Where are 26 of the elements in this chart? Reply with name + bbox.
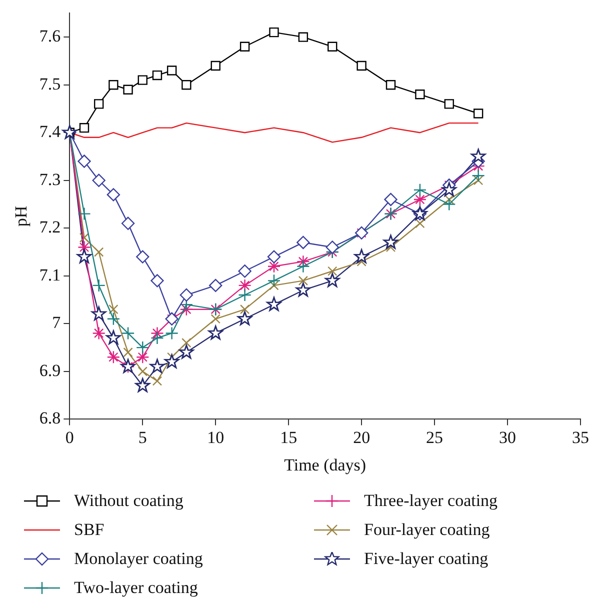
x-tick-label: 35: [572, 428, 589, 447]
x-tick-label: 30: [499, 428, 516, 447]
x-axis-title: Time (days): [284, 455, 366, 474]
legend-label: Five-layer coating: [364, 548, 488, 568]
legend-label: Three-layer coating: [364, 490, 498, 510]
x-tick-label: 20: [353, 428, 370, 447]
y-tick-label: 7.5: [39, 74, 61, 94]
y-tick-label: 7.2: [39, 218, 61, 237]
y-tick-label: 6.9: [39, 360, 61, 380]
x-tick-label: 15: [280, 428, 298, 447]
y-tick-label: 7: [52, 313, 62, 332]
y-tick-label: 7.3: [39, 170, 61, 189]
legend-label: Two-layer coating: [74, 578, 198, 598]
x-tick-label: 5: [138, 428, 147, 447]
x-tick-label: 25: [426, 428, 444, 447]
legend-label: Four-layer coating: [364, 520, 490, 540]
legend-label: Without coating: [74, 490, 184, 510]
y-tick-label: 7.6: [39, 26, 61, 46]
legend-label: Monolayer coating: [74, 548, 203, 568]
legend-label: SBF: [74, 520, 104, 540]
x-tick-label: 0: [65, 428, 74, 447]
y-tick-label: 7.1: [39, 265, 61, 284]
x-tick-label: 10: [207, 428, 224, 447]
y-tick-label: 7.4: [39, 122, 62, 142]
y-tick-label: 6.8: [39, 408, 61, 428]
y-axis-title: pH: [12, 206, 31, 227]
